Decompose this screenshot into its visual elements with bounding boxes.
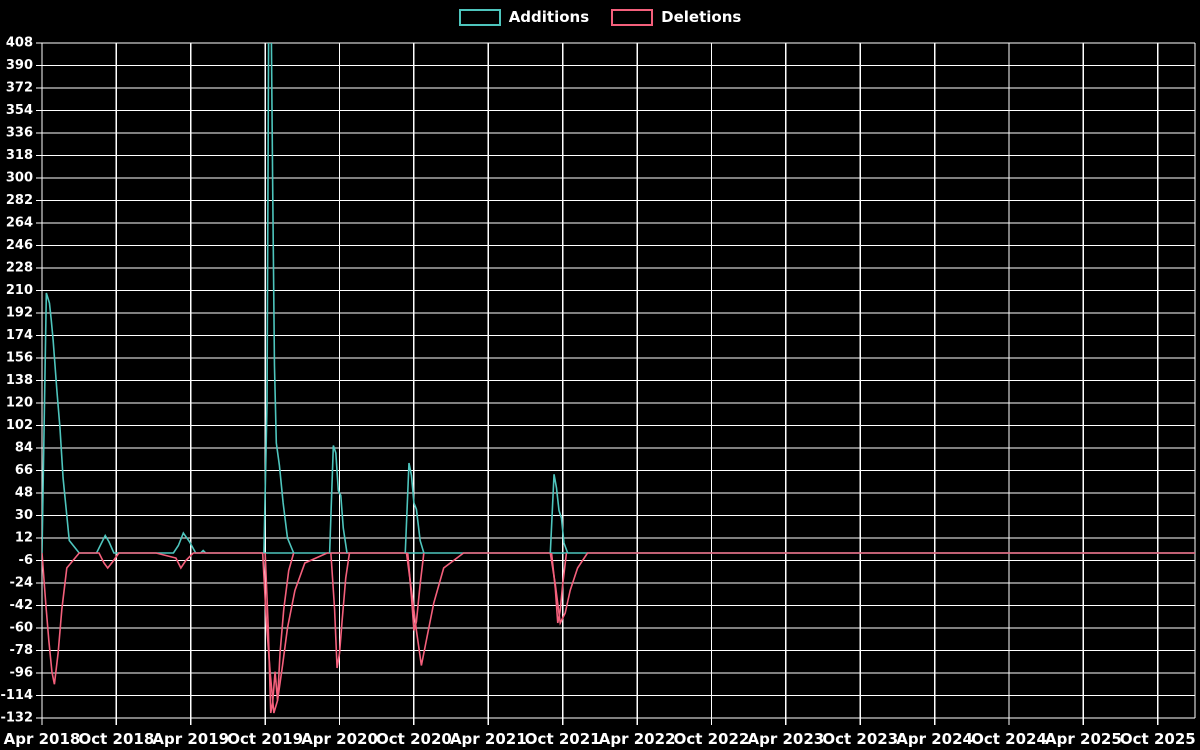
- y-tick-label: 300: [6, 171, 33, 186]
- y-tick-label: 156: [6, 351, 33, 366]
- series-spike-deletions-oct-2021: [550, 552, 568, 624]
- x-tick-label: Apr 2025: [1045, 730, 1122, 748]
- series-spike-additions-oct-2021: [549, 474, 569, 554]
- y-tick-label: 264: [6, 216, 33, 231]
- y-tick-label: -60: [10, 621, 34, 636]
- series-spike-deletions-apr-2020: [330, 552, 351, 669]
- y-tick-label: -78: [10, 643, 34, 658]
- legend-label-deletions: Deletions: [661, 8, 742, 26]
- y-tick-label: -96: [10, 666, 34, 681]
- chart-legend: Additions Deletions: [0, 0, 1200, 34]
- x-tick-label: Apr 2024: [896, 730, 973, 748]
- y-tick-label: 120: [6, 396, 33, 411]
- series-line-additions: [42, 292, 1195, 554]
- y-tick-label: 318: [6, 148, 33, 163]
- y-tick-label: 138: [6, 373, 33, 388]
- y-tick-label: 66: [15, 463, 33, 478]
- y-tick-label: 246: [6, 238, 33, 253]
- y-tick-label: 336: [6, 126, 33, 141]
- y-tick-label: 12: [15, 531, 33, 546]
- series-spike-additions-dec-2020: [404, 462, 425, 554]
- series-layer: [42, 43, 1195, 714]
- y-tick-label: -132: [0, 711, 33, 726]
- grid-layer: [41, 42, 1196, 719]
- x-tick-label: Oct 2018: [78, 730, 154, 748]
- x-tick-label: Oct 2023: [822, 730, 898, 748]
- y-tick-label: 282: [6, 193, 33, 208]
- x-tick-label: Oct 2020: [376, 730, 452, 748]
- y-tick-label: 390: [6, 58, 33, 73]
- series-spike-additions-oct-2019: [263, 43, 295, 554]
- y-tick-label: 408: [6, 36, 33, 51]
- x-tick-label: Apr 2018: [4, 730, 81, 748]
- legend-entry-deletions[interactable]: Deletions: [611, 8, 741, 26]
- y-tick-label: -24: [10, 576, 34, 591]
- series-spike-deletions-oct-2019: [264, 552, 295, 714]
- y-tick-label: 48: [15, 486, 33, 501]
- y-tick-label: -114: [0, 688, 33, 703]
- y-tick-label: 372: [6, 81, 33, 96]
- x-tick-label: Apr 2021: [450, 730, 527, 748]
- legend-swatch-deletions-icon: [611, 8, 654, 26]
- x-tick-label: Apr 2019: [152, 730, 229, 748]
- y-tick-label: 30: [15, 508, 33, 523]
- x-tick-label: Oct 2025: [1120, 730, 1196, 748]
- y-tick-label: -6: [19, 553, 33, 568]
- y-tick-label: 174: [6, 328, 33, 343]
- legend-swatch-additions-icon: [458, 8, 501, 26]
- legend-label-additions: Additions: [508, 8, 590, 26]
- x-tick-label: Oct 2021: [525, 730, 601, 748]
- series-spike-additions-apr-2020: [328, 445, 348, 554]
- y-axis-labels: 408 390 372 354 336 318 300 282 264 246 228 210 192 1…: [0, 36, 33, 726]
- y-tick-label: 354: [6, 103, 33, 118]
- legend-entry-additions[interactable]: Additions: [458, 8, 590, 26]
- y-tick-label: 210: [6, 283, 33, 298]
- x-tick-label: Apr 2023: [748, 730, 825, 748]
- x-tick-label: Apr 2022: [599, 730, 676, 748]
- x-tick-label: Oct 2024: [971, 730, 1047, 748]
- x-tick-label: Oct 2022: [674, 730, 750, 748]
- x-tick-label: Apr 2020: [301, 730, 378, 748]
- series-line-deletions: [42, 552, 1195, 714]
- y-tick-label: 192: [6, 306, 33, 321]
- y-tick-label: -42: [10, 598, 34, 613]
- y-tick-label: 102: [6, 418, 33, 433]
- tick-layer: [36, 42, 1159, 725]
- y-tick-label: 228: [6, 261, 33, 276]
- x-tick-label: Oct 2019: [227, 730, 303, 748]
- series-spike-deletions-dec-2020: [406, 552, 425, 631]
- y-tick-label: 84: [15, 441, 33, 456]
